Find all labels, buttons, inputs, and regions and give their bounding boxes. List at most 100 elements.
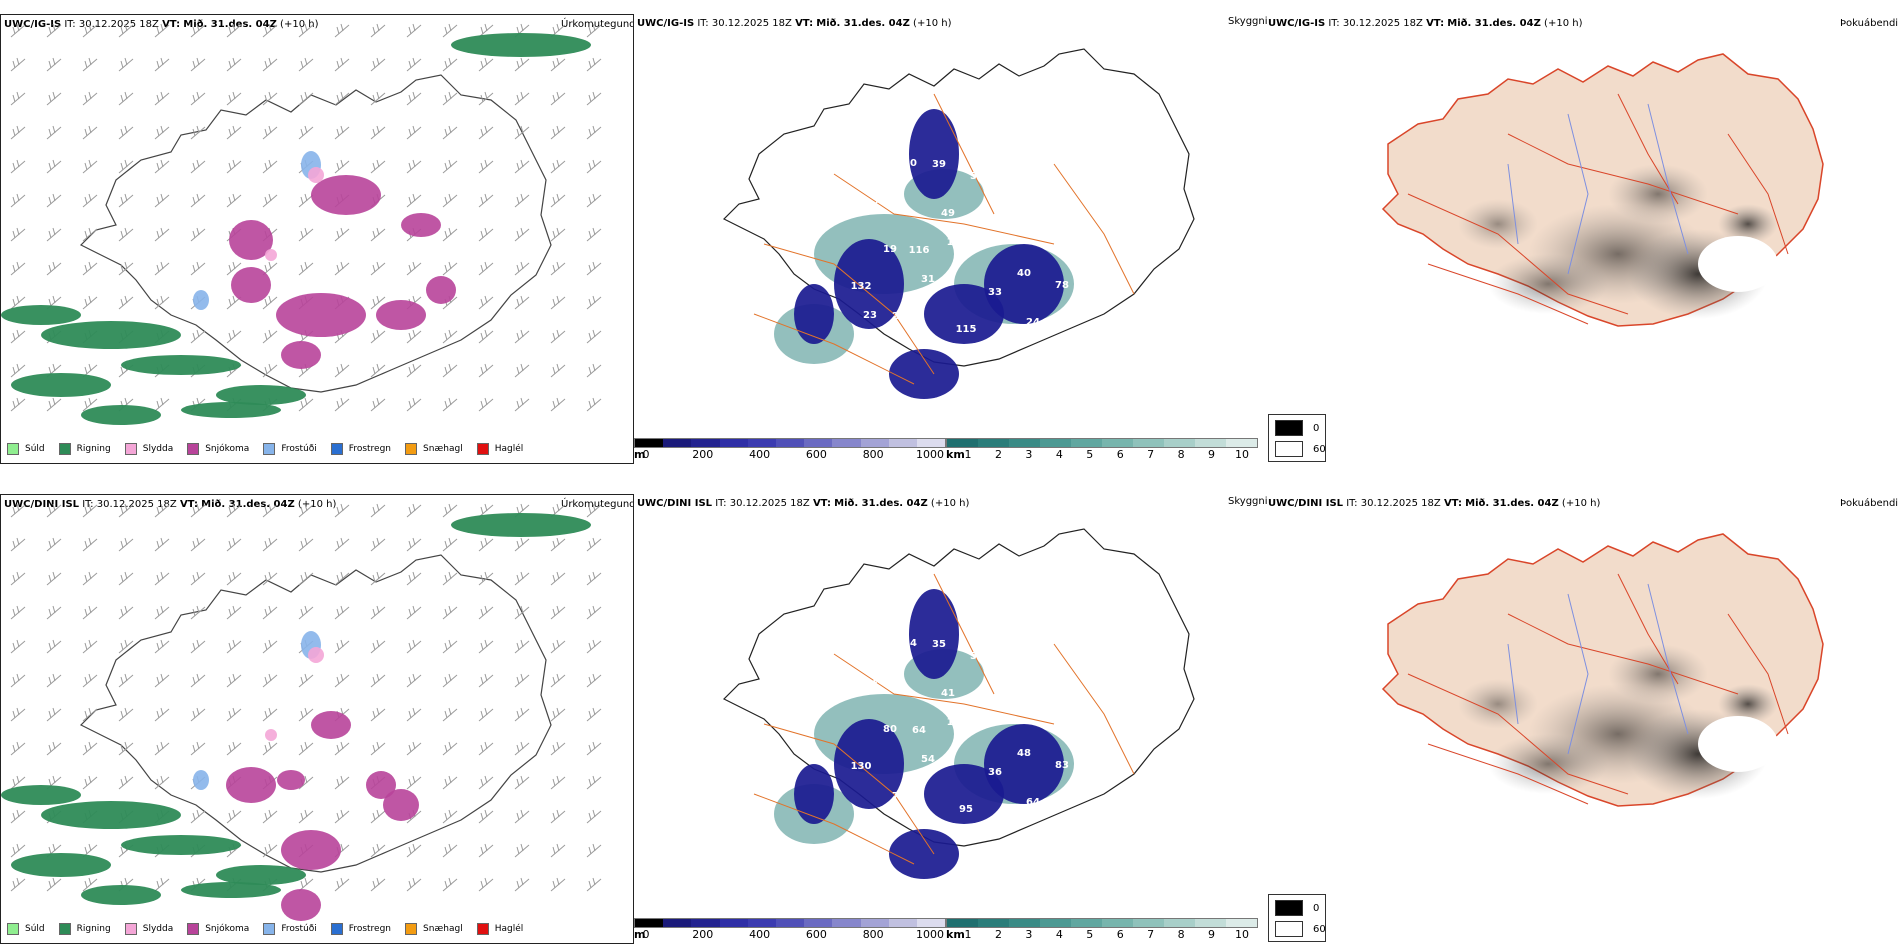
wind-barb: [586, 329, 602, 344]
wind-barb: [514, 159, 530, 174]
wind-barb: [334, 159, 350, 174]
cloud-base-label: 79: [892, 791, 906, 802]
wind-barb: [226, 91, 242, 106]
wind-barb: [586, 295, 602, 310]
wind-barb: [370, 23, 386, 38]
wind-barb: [334, 877, 350, 892]
cloud-base-areas: [794, 589, 1064, 879]
scale-swatch: [1102, 439, 1133, 447]
wind-barb: [478, 775, 494, 790]
scale-swatch: [1071, 919, 1102, 927]
scale-swatch: [635, 439, 664, 447]
wind-barb: [514, 877, 530, 892]
wind-barb: [478, 397, 494, 412]
wind-barb: [226, 125, 242, 140]
scale-tick: 1000: [916, 928, 944, 941]
cloud-base-label: 69: [979, 718, 993, 729]
wind-barb: [370, 571, 386, 586]
wind-barb: [370, 877, 386, 892]
wind-barb: [154, 639, 170, 654]
cloud-base-label: 64: [912, 725, 926, 736]
legend-item: Snjókoma: [187, 923, 249, 935]
legend-label: Snjókoma: [205, 924, 250, 934]
road: [1727, 133, 1789, 255]
scale-swatch: [747, 919, 776, 927]
river: [1507, 163, 1519, 245]
wind-barb: [190, 571, 206, 586]
wind-barb: [406, 707, 422, 722]
legend-label: Haglél: [494, 444, 524, 454]
cloud-base-label: 116: [909, 245, 930, 256]
legend-label: Frostregn: [348, 444, 392, 454]
legend-label: Frostúði: [281, 924, 317, 934]
wind-barb: [298, 227, 314, 242]
road: [1507, 133, 1739, 215]
snow-area: [281, 341, 321, 369]
road: [1427, 263, 1589, 325]
legend-item: Rigning: [58, 443, 111, 455]
wind-barb: [550, 741, 566, 756]
cloud-base-area: [834, 719, 904, 809]
legend-label: Frostregn: [348, 924, 392, 934]
wind-barb: [478, 23, 494, 38]
scale-tick: 200: [692, 928, 714, 941]
wind-barb: [10, 843, 26, 858]
wind-barb: [514, 809, 530, 824]
legend-item: Súld: [7, 923, 45, 935]
scale-tick: 9: [1208, 928, 1216, 941]
road: [1407, 193, 1629, 315]
height-scale-1: m 0 200 400 600 800 1000: [634, 438, 946, 464]
wind-barb: [550, 877, 566, 892]
cloud-base-area: [889, 349, 959, 399]
wind-barb: [118, 673, 134, 688]
wind-barb: [406, 159, 422, 174]
precip-areas: [1, 33, 591, 425]
cloud-base-label: 40: [903, 158, 917, 169]
scale-swatch: [947, 919, 978, 927]
wind-barb: [226, 605, 242, 620]
wind-barb: [514, 261, 530, 276]
wind-barb: [370, 503, 386, 518]
wind-barb: [190, 537, 206, 552]
fog-area: [1458, 199, 1538, 249]
cloud-base-area: [984, 244, 1064, 324]
scale-tick: 3: [1025, 928, 1033, 941]
wind-barb: [10, 295, 26, 310]
wind-barb: [154, 877, 170, 892]
wind-barb: [586, 775, 602, 790]
legend-item: Snjókoma: [187, 443, 249, 455]
wind-barb: [298, 809, 314, 824]
wind-barb: [82, 193, 98, 208]
cloud-base-label: 61: [961, 602, 975, 613]
cloud-base-label: 23: [863, 310, 877, 321]
snow-area: [426, 276, 456, 304]
wind-barb: [46, 23, 62, 38]
scale-swatch: [978, 919, 1009, 927]
wind-barb: [226, 639, 242, 654]
wind-barb: [514, 741, 530, 756]
scale-tick: 0: [642, 448, 650, 461]
scale-swatch: [804, 919, 833, 927]
wind-barb: [46, 571, 62, 586]
visibility-header-2: UWC/DINI ISL IT: 30.12.2025 18Z VT: Mið.…: [637, 498, 970, 509]
wind-barb: [10, 639, 26, 654]
wind-barb: [262, 639, 278, 654]
cloud-base-label: 48: [1017, 748, 1031, 759]
wind-barb: [190, 57, 206, 72]
scale-swatch: [691, 439, 720, 447]
wind-barb: [10, 23, 26, 38]
wind-barb: [82, 673, 98, 688]
wind-barb: [118, 741, 134, 756]
wind-barb: [10, 363, 26, 378]
legend-item: Frostregn: [330, 443, 392, 455]
wind-barb: [478, 877, 494, 892]
wind-barb: [190, 261, 206, 276]
river: [1647, 583, 1689, 735]
rain-area: [41, 321, 181, 349]
wind-barb: [10, 741, 26, 756]
wind-barb: [550, 707, 566, 722]
wind-barb: [46, 673, 62, 688]
wind-barb: [370, 329, 386, 344]
visibility-panel-1: UWC/IG-IS IT: 30.12.2025 18Z VT: Mið. 31…: [634, 14, 1270, 464]
visibility-map-1: 55 71 73 42 38 39 45 55 40 56 87 70 49 60 88 116 61 105 19…: [722, 48, 1195, 399]
